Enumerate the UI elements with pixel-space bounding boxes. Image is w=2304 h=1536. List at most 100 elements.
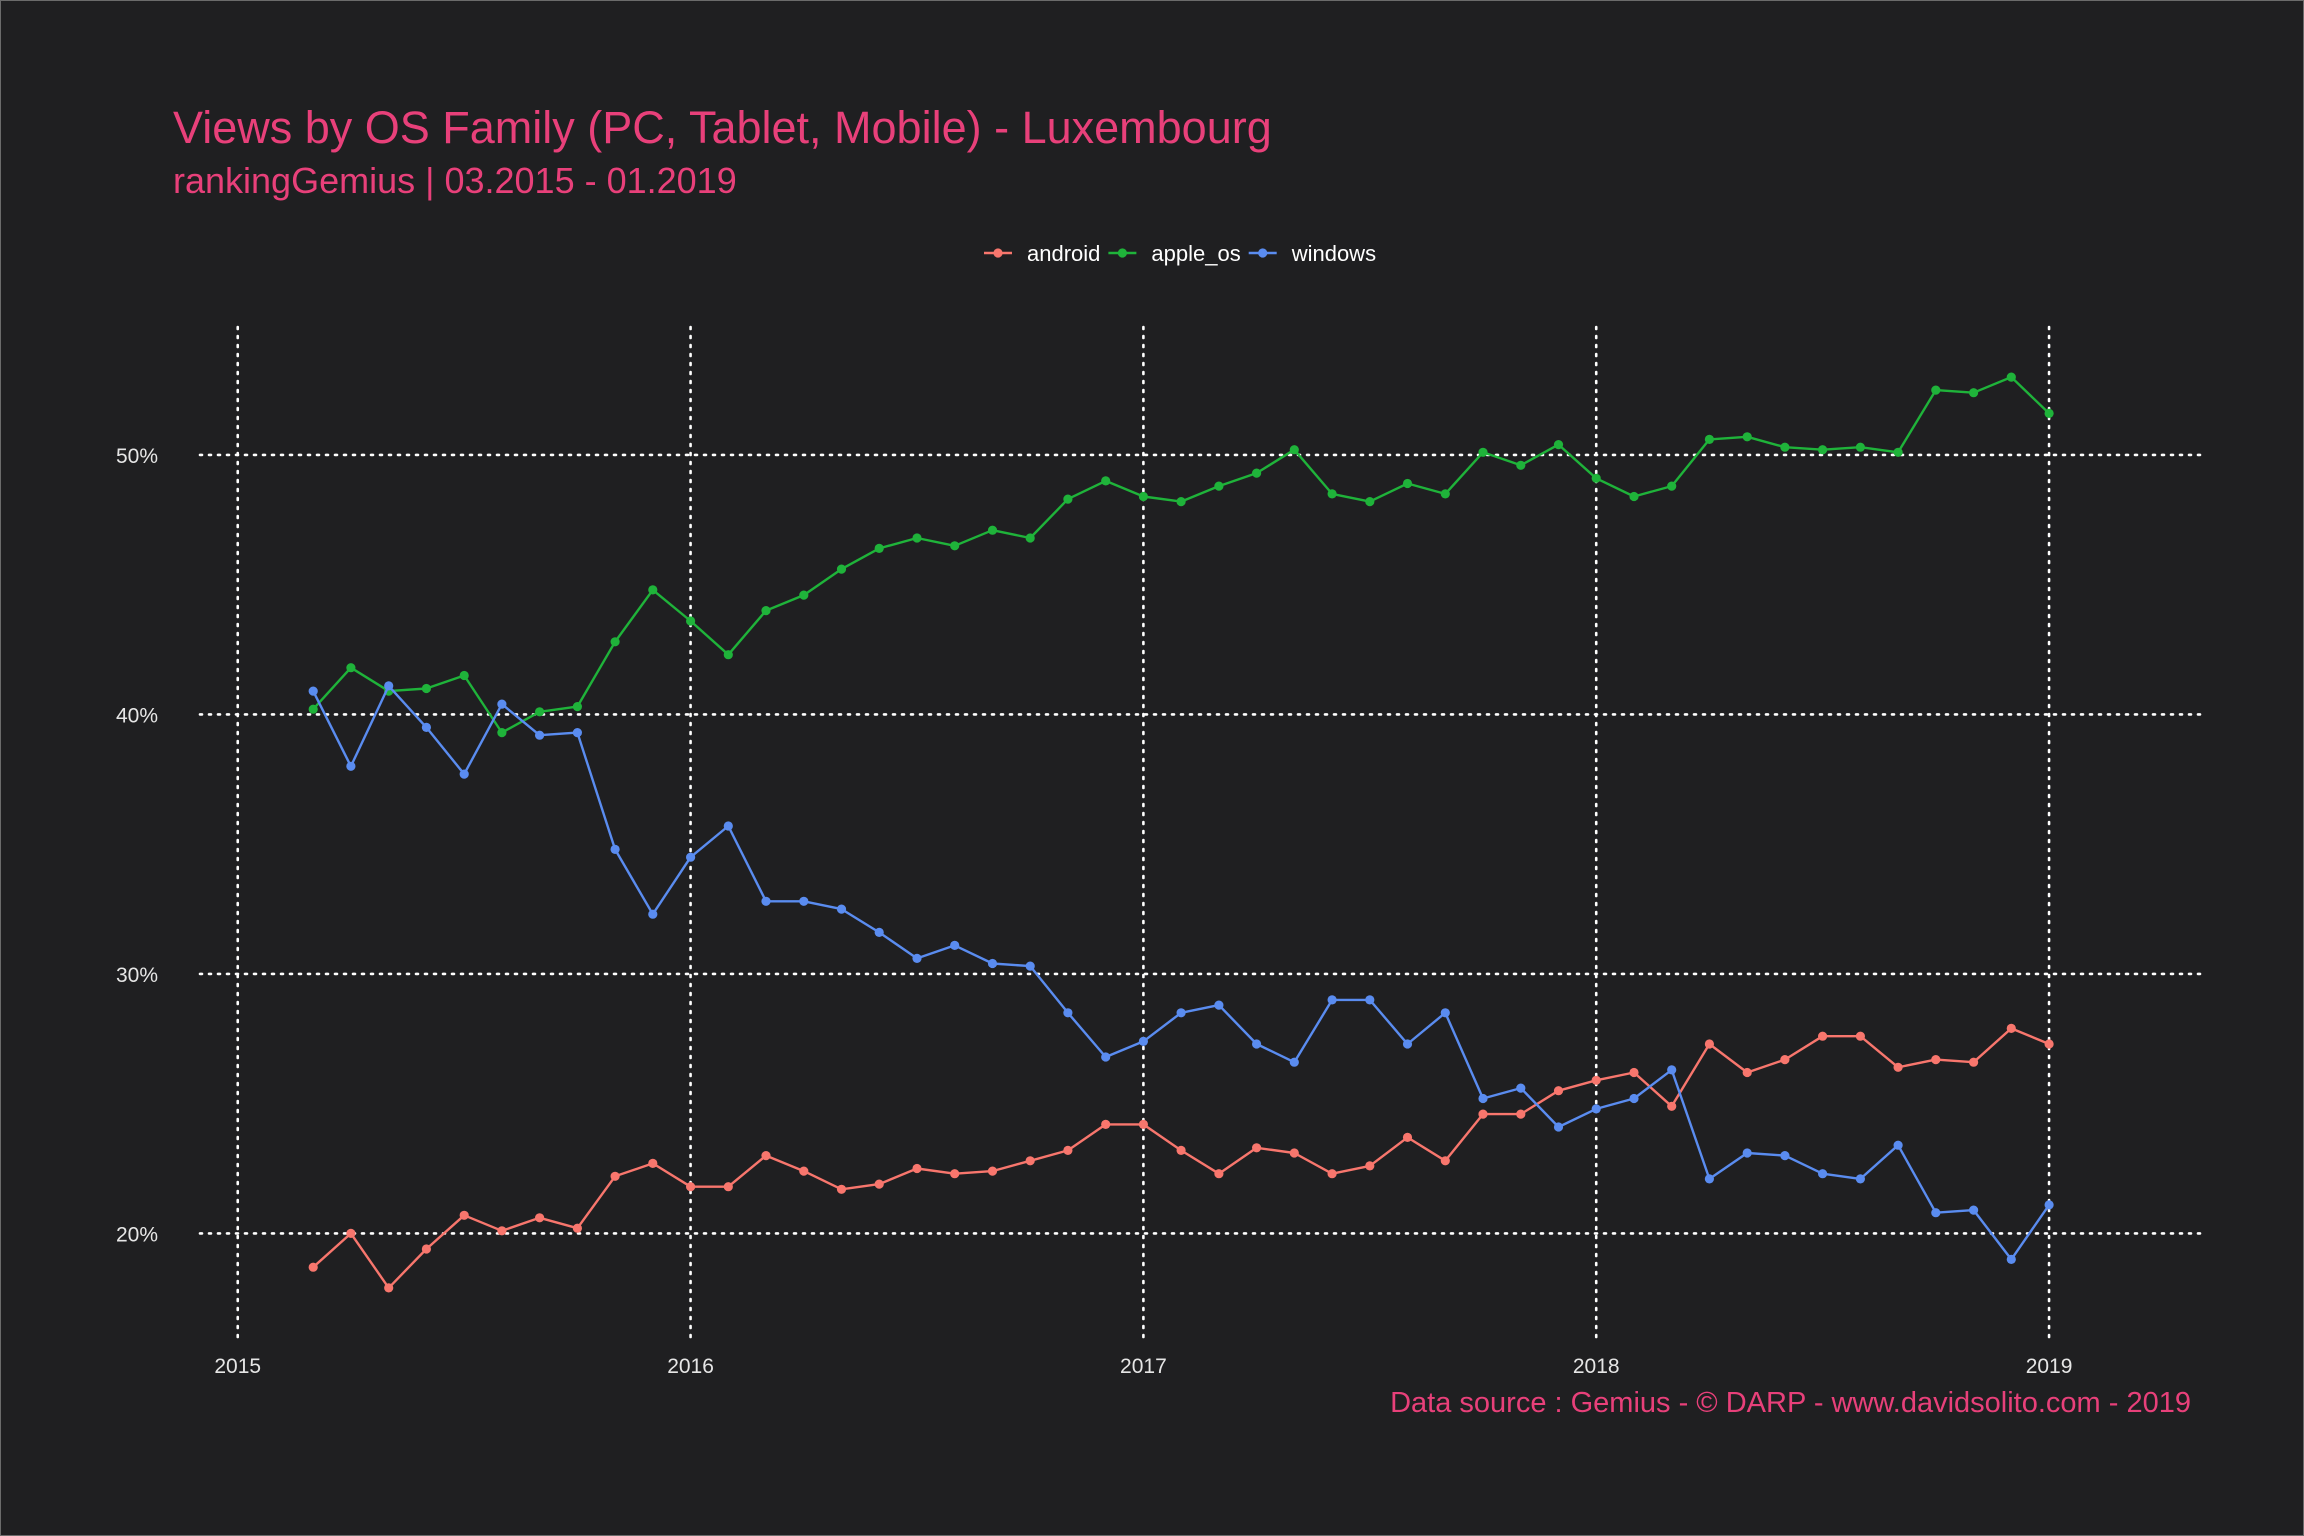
point-apple_os-2018-12 [2006, 372, 2016, 382]
point-apple_os-2015-11 [610, 637, 620, 647]
point-windows-2018-03 [1667, 1065, 1677, 1075]
point-windows-2017-12 [1553, 1122, 1564, 1132]
point-windows-2017-05 [1289, 1057, 1299, 1067]
point-apple_os-2017-07 [1365, 497, 1375, 507]
point-windows-2018-05 [1742, 1148, 1752, 1158]
point-windows-2018-04 [1704, 1174, 1714, 1184]
point-apple_os-2017-11 [1516, 460, 1526, 470]
axis-labels: 20% 30% 40% 50% 2015 2016 2017 2018 2019 [116, 445, 2072, 1378]
point-apple_os-2017-03 [1214, 481, 1224, 491]
point-apple_os-2018-06 [1780, 442, 1790, 452]
point-android-2018-12 [2006, 1023, 2016, 1033]
point-apple_os-2018-01 [1591, 473, 1601, 483]
point-android-2017-02 [1176, 1145, 1186, 1155]
point-apple_os-2017-10 [1478, 447, 1488, 457]
point-windows-2016-01 [686, 852, 696, 862]
point-apple_os-2016-12 [1101, 476, 1111, 486]
point-windows-2015-06 [421, 722, 431, 733]
point-apple_os-2016-10 [1025, 533, 1035, 543]
point-apple_os-2018-08 [1855, 442, 1865, 452]
point-apple_os-2016-03 [761, 606, 771, 616]
point-android-2015-12 [648, 1158, 658, 1168]
legend-marker-apple_os [1117, 248, 1127, 258]
point-android-2016-09 [987, 1166, 998, 1176]
point-android-2015-09 [535, 1213, 545, 1223]
point-windows-2017-08 [1402, 1039, 1413, 1049]
point-apple_os-2018-03 [1667, 481, 1677, 491]
point-android-2017-09 [1440, 1156, 1450, 1166]
point-apple_os-2015-03 [308, 704, 318, 714]
chart-subtitle: rankingGemius | 03.2015 - 01.2019 [173, 160, 737, 201]
point-apple_os-2017-12 [1553, 440, 1564, 450]
point-android-2017-06 [1327, 1169, 1337, 1179]
point-android-2017-04 [1252, 1143, 1262, 1153]
point-apple_os-2018-10 [1931, 385, 1941, 395]
point-apple_os-2016-02 [723, 650, 733, 660]
point-android-2017-10 [1478, 1109, 1488, 1119]
point-android-2017-03 [1214, 1169, 1224, 1179]
point-android-2016-08 [950, 1169, 960, 1179]
point-windows-2018-07 [1818, 1169, 1828, 1179]
point-apple_os-2016-01 [686, 616, 696, 626]
point-apple_os-2016-11 [1063, 494, 1073, 504]
point-windows-2016-09 [987, 958, 998, 969]
point-apple_os-2017-01 [1138, 491, 1148, 502]
point-windows-2016-05 [836, 904, 847, 914]
point-android-2018-01 [1591, 1075, 1601, 1085]
y-tick-label-20: 20% [116, 1223, 158, 1246]
point-apple_os-2015-10 [572, 702, 583, 712]
point-windows-2018-11 [1969, 1205, 1979, 1215]
point-android-2018-04 [1704, 1039, 1714, 1049]
point-windows-2018-08 [1855, 1174, 1865, 1184]
point-windows-2018-01 [1591, 1104, 1601, 1114]
point-windows-2017-07 [1365, 995, 1375, 1005]
point-apple_os-2015-09 [535, 707, 545, 717]
point-windows-2016-08 [950, 940, 960, 951]
x-tick-label-2015: 2015 [214, 1355, 261, 1378]
point-apple_os-2015-07 [459, 670, 469, 681]
point-android-2016-11 [1063, 1145, 1073, 1155]
point-android-2015-08 [497, 1226, 507, 1236]
x-tick-label-2016: 2016 [667, 1355, 714, 1378]
point-windows-2017-01 [1138, 1036, 1148, 1046]
point-apple_os-2015-12 [648, 585, 658, 595]
point-windows-2018-06 [1780, 1151, 1790, 1161]
point-apple_os-2016-07 [912, 533, 922, 543]
point-android-2016-06 [874, 1179, 884, 1189]
legend-marker-windows [1258, 248, 1268, 258]
series-android [308, 1023, 2054, 1293]
legend-label-android: android [1027, 241, 1100, 266]
point-apple_os-2016-08 [950, 541, 960, 551]
point-windows-2018-10 [1931, 1208, 1941, 1218]
point-windows-2017-10 [1478, 1093, 1488, 1104]
point-android-2017-05 [1289, 1148, 1299, 1158]
point-android-2018-05 [1742, 1067, 1752, 1078]
point-apple_os-2016-09 [987, 525, 998, 535]
point-android-2016-01 [686, 1182, 696, 1192]
point-android-2015-05 [384, 1283, 394, 1293]
point-android-2015-11 [610, 1171, 620, 1181]
point-android-2018-07 [1818, 1031, 1828, 1041]
point-windows-2015-04 [346, 761, 356, 771]
x-tick-label-2018: 2018 [1573, 1355, 1620, 1378]
series-windows [308, 681, 2054, 1264]
point-windows-2015-05 [384, 681, 394, 691]
point-windows-2015-10 [572, 728, 583, 738]
legend-label-apple_os: apple_os [1151, 241, 1240, 266]
point-android-2017-12 [1553, 1086, 1564, 1096]
point-apple_os-2018-11 [1969, 388, 1979, 398]
legend-label-windows: windows [1291, 241, 1376, 266]
grid-lines [198, 325, 2202, 1342]
point-apple_os-2017-09 [1440, 489, 1450, 499]
point-android-2016-10 [1025, 1156, 1035, 1166]
point-android-2018-03 [1667, 1101, 1677, 1111]
point-android-2019-01 [2044, 1039, 2054, 1049]
point-apple_os-2015-04 [346, 663, 356, 673]
point-apple_os-2016-04 [799, 590, 809, 600]
point-android-2018-11 [1969, 1057, 1979, 1067]
point-android-2017-11 [1516, 1109, 1526, 1119]
chart-title: Views by OS Family (PC, Tablet, Mobile) … [173, 102, 1272, 153]
point-android-2015-06 [421, 1244, 431, 1254]
x-tick-label-2019: 2019 [2026, 1355, 2073, 1378]
point-android-2016-07 [912, 1163, 922, 1174]
